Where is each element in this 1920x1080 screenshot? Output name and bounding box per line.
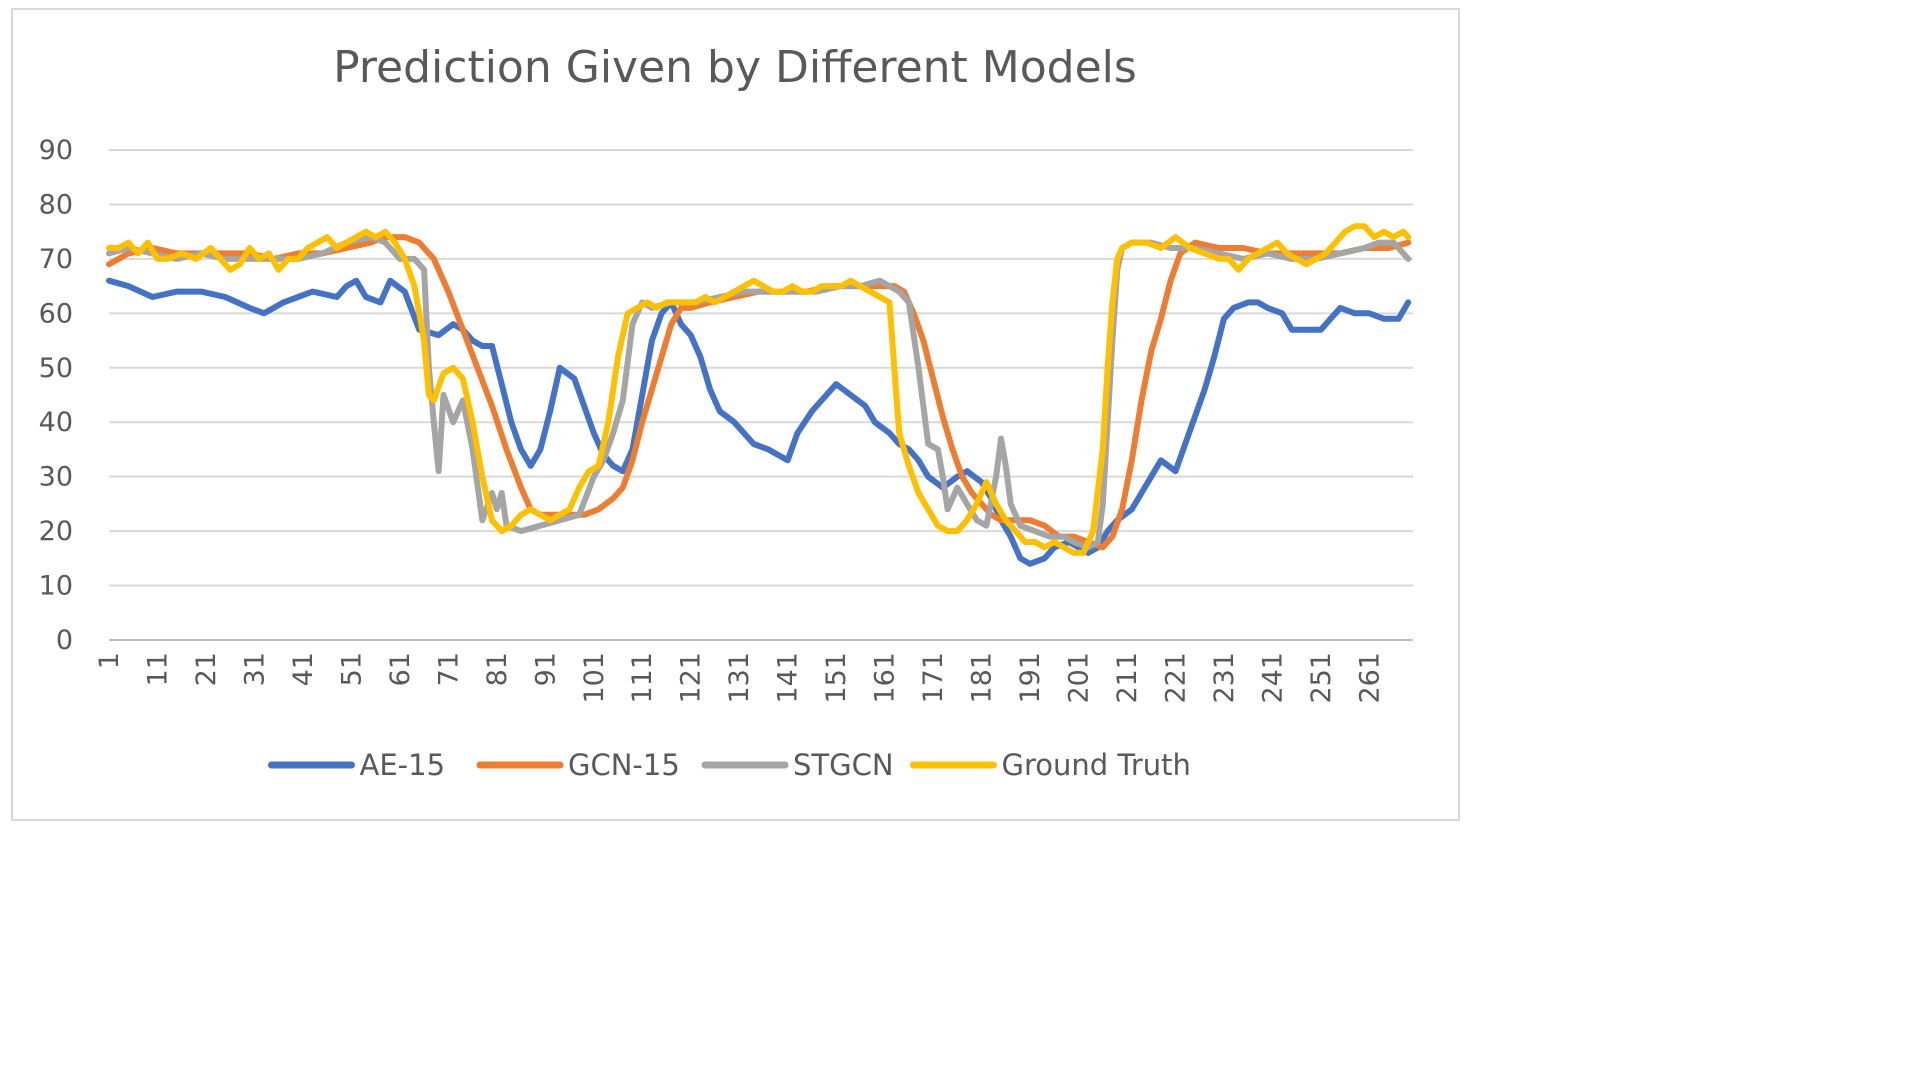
series-line-0 (106, 277, 1412, 567)
y-tick-label: 30 (39, 462, 73, 493)
y-tick-label: 40 (39, 407, 73, 438)
x-tick-label: 91 (530, 652, 561, 686)
x-tick-label: 101 (579, 652, 610, 704)
legend-label-2: STGCN (793, 748, 894, 782)
x-tick-label: 131 (724, 652, 755, 704)
series-lines (106, 223, 1412, 567)
x-tick-label: 191 (1015, 652, 1046, 704)
x-tick-label: 171 (918, 652, 949, 704)
x-tick-label: 51 (336, 652, 367, 686)
x-tick-label: 181 (967, 652, 998, 704)
x-tick-label: 241 (1257, 652, 1288, 704)
y-axis-tick-labels: 0 10 20 30 40 50 60 70 80 90 (39, 135, 73, 656)
x-tick-label: 31 (239, 652, 270, 686)
y-tick-label: 20 (39, 516, 73, 547)
x-tick-label: 1 (94, 652, 125, 669)
x-tick-label: 121 (676, 652, 707, 704)
x-tick-label: 261 (1354, 652, 1385, 704)
y-tick-label: 50 (39, 353, 73, 384)
line-chart: Prediction Given by Different Models 010… (39, 42, 1413, 782)
x-tick-label: 11 (142, 652, 173, 686)
x-tick-label: 141 (773, 652, 804, 704)
x-tick-label: 211 (1112, 652, 1143, 704)
y-tick-label: 70 (39, 244, 73, 275)
x-tick-label: 201 (1064, 652, 1095, 704)
legend: AE-15 GCN-15 STGCN Ground Truth (268, 748, 1191, 782)
y-tick-label: 80 (39, 189, 73, 220)
x-tick-label: 81 (482, 652, 513, 686)
x-tick-label: 251 (1306, 652, 1337, 704)
legend-label-1: GCN-15 (568, 748, 680, 782)
y-tick-label: 10 (39, 571, 73, 602)
x-tick-label: 111 (627, 652, 658, 704)
chart-frame: Prediction Given by Different Models 0 10… (11, 8, 1460, 821)
legend-label-3: Ground Truth (1002, 748, 1191, 782)
y-tick-label: 60 (39, 298, 73, 329)
y-tick-label: 90 (39, 135, 73, 166)
y-tick-label: 0 (56, 625, 73, 656)
x-tick-label: 61 (385, 652, 416, 686)
x-tick-label: 41 (288, 652, 319, 686)
x-tick-label: 71 (433, 652, 464, 686)
x-tick-label: 231 (1209, 652, 1240, 704)
x-tick-label: 221 (1160, 652, 1191, 704)
x-tick-label: 151 (821, 652, 852, 704)
x-axis-tick-labels: 1 11 21 31 41 51 61 71 81 91 101 111 121 131 141 151 161… (94, 652, 1385, 704)
series-line-3 (106, 223, 1412, 556)
legend-label-0: AE-15 (360, 748, 446, 782)
chart-title: Prediction Given by Different Models (333, 42, 1137, 93)
gridlines (109, 149, 1413, 641)
x-tick-label: 161 (870, 652, 901, 704)
x-tick-label: 21 (191, 652, 222, 686)
